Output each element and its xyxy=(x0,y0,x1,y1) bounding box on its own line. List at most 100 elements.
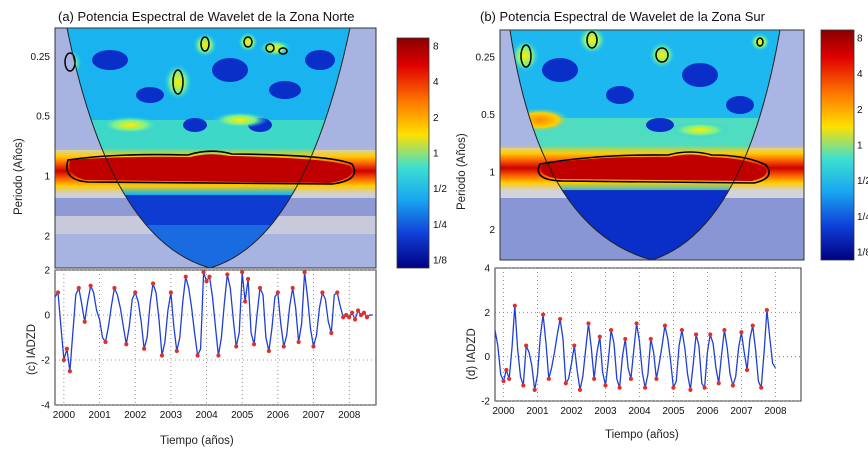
extremum-marker xyxy=(61,357,67,363)
extremum-marker xyxy=(693,332,699,337)
extremum-marker xyxy=(558,316,563,322)
extremum-marker xyxy=(174,348,179,354)
extremum-marker xyxy=(501,378,506,384)
xtick-label: 2005 xyxy=(662,406,685,417)
extremum-marker xyxy=(64,346,69,351)
ytick-label: 4 xyxy=(484,264,490,275)
colorbar-a xyxy=(396,37,430,269)
extremum-marker xyxy=(329,330,334,336)
xtick-label: 2006 xyxy=(267,410,290,421)
extremum-marker xyxy=(648,336,653,342)
extremum-marker xyxy=(609,327,614,333)
extremum-marker xyxy=(361,310,367,315)
iadzd-series-line xyxy=(494,305,776,391)
colorbar-tick-label: 4 xyxy=(433,77,439,88)
ylabel-c: (c) IADZD xyxy=(26,324,38,375)
colorbar-tick-label: 1/4 xyxy=(857,212,868,223)
wavelet-ytick-label: 0.25 xyxy=(31,52,51,63)
extremum-marker xyxy=(739,330,744,335)
extremum-marker xyxy=(201,270,206,275)
extremum-marker xyxy=(643,385,648,390)
significance-contour-b xyxy=(537,151,770,184)
wavelet-ytick-label: 2 xyxy=(44,231,50,242)
xtick-label: 2007 xyxy=(302,410,325,421)
extremum-marker xyxy=(320,290,325,295)
xtick-label: 2008 xyxy=(764,406,787,417)
extremum-marker xyxy=(88,283,93,288)
wavelet-ytick-label: 0.5 xyxy=(481,110,495,121)
extremum-marker xyxy=(251,342,257,347)
extremum-marker xyxy=(572,343,577,348)
extremum-marker xyxy=(82,319,87,324)
extremum-marker xyxy=(716,381,721,386)
ytick-label: 0 xyxy=(44,311,50,322)
xtick-label: 2001 xyxy=(88,410,111,421)
colorbar-tick-label: 1/8 xyxy=(857,248,868,259)
extremum-marker xyxy=(688,387,693,393)
extremum-marker xyxy=(240,270,245,275)
ytick-label: -2 xyxy=(41,356,50,367)
xtick-label: 2004 xyxy=(195,410,218,421)
extremum-marker xyxy=(341,315,346,320)
extremum-marker xyxy=(76,285,81,291)
significance-contour-a xyxy=(66,150,356,185)
extremum-marker xyxy=(124,342,129,347)
extremum-marker xyxy=(634,321,639,326)
ytick-label: -4 xyxy=(41,401,50,412)
ytick-label: -2 xyxy=(481,397,490,408)
colorbar-tick-label: 1/8 xyxy=(433,256,447,267)
extremum-marker xyxy=(266,348,272,354)
extremum-marker xyxy=(521,383,526,388)
extremum-marker xyxy=(702,385,707,390)
wavelet-ytick-label: 1 xyxy=(489,167,495,178)
extremum-marker xyxy=(504,367,509,373)
colorbar-tick-label: 8 xyxy=(433,42,439,53)
extremum-marker xyxy=(275,290,280,295)
title-b: (b) Potencia Espectral de Wavelet de la … xyxy=(480,9,766,24)
xtick-label: 2004 xyxy=(628,406,651,417)
extremum-marker xyxy=(168,290,173,295)
extremum-marker xyxy=(507,376,512,381)
extremum-marker xyxy=(133,290,138,295)
extremum-marker xyxy=(563,381,568,386)
extremum-marker xyxy=(234,344,239,349)
wavelet-ytick-label: 0.25 xyxy=(476,53,496,64)
ytick-label: 0 xyxy=(484,352,490,363)
xtick-label: 2003 xyxy=(594,406,617,417)
title-a: (a) Potencia Espectral de Wavelet de la … xyxy=(58,9,355,24)
ytick-label: 2 xyxy=(484,308,490,319)
extremum-marker xyxy=(311,344,316,349)
ylabel-a: Periodo (Años) xyxy=(13,138,25,215)
xtick-label: 2006 xyxy=(696,406,719,417)
extremum-marker xyxy=(730,383,736,388)
xlabel-c: Tiempo (años) xyxy=(160,435,234,447)
extremum-marker xyxy=(654,376,659,381)
colorbar-tick-label: 8 xyxy=(857,34,863,45)
extremum-marker xyxy=(592,376,597,381)
plot-area-d xyxy=(494,267,802,402)
extremum-marker xyxy=(597,334,602,339)
extremum-marker xyxy=(225,272,230,277)
colorbar-b xyxy=(820,29,855,261)
extremum-marker xyxy=(662,323,668,328)
extremum-marker xyxy=(344,312,349,318)
xtick-label: 2007 xyxy=(730,406,753,417)
extremum-marker xyxy=(628,376,634,381)
extremum-marker xyxy=(546,376,551,381)
ytick-label: 2 xyxy=(44,266,50,277)
colorbar-tick-label: 2 xyxy=(433,113,439,124)
colorbar-tick-label: 1/4 xyxy=(433,220,447,231)
xtick-label: 2001 xyxy=(526,406,549,417)
extremum-marker xyxy=(532,387,537,393)
colorbar-tick-label: 1/2 xyxy=(857,176,868,187)
extremum-marker xyxy=(722,327,727,333)
extremum-marker xyxy=(708,332,713,337)
xtick-label: 2002 xyxy=(560,406,583,417)
extremum-marker xyxy=(55,290,61,295)
extremum-marker xyxy=(355,308,361,313)
wavelet-ytick-label: 1 xyxy=(44,172,50,183)
extremum-marker xyxy=(159,353,165,358)
colorbar-tick-label: 1 xyxy=(433,149,439,160)
extremum-marker xyxy=(302,270,307,275)
